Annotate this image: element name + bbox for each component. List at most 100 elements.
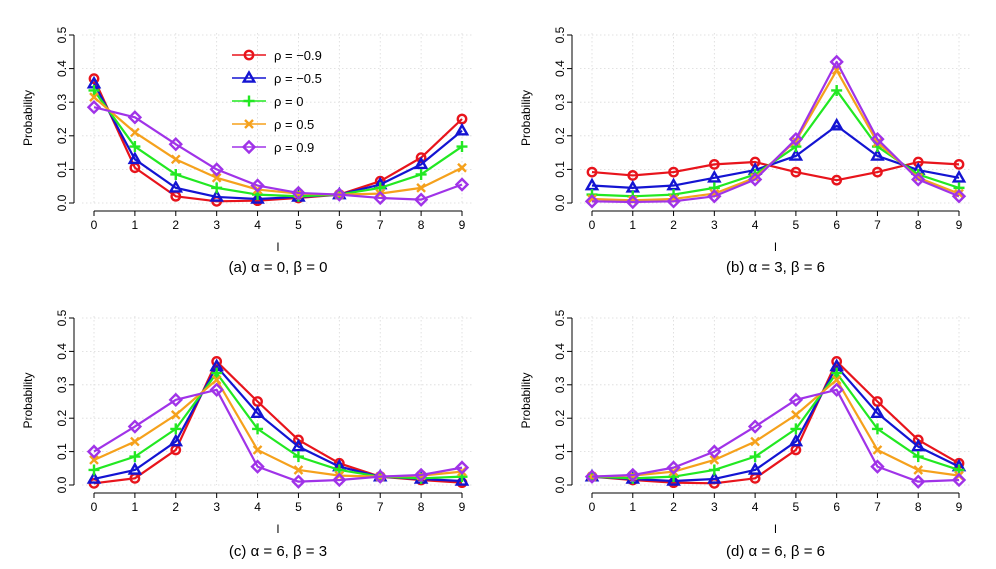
- x-tick-label: 8: [418, 218, 425, 232]
- data-point: [831, 374, 842, 385]
- data-point: [252, 445, 263, 455]
- data-point: [373, 190, 388, 206]
- data-point: [130, 127, 140, 138]
- series-line: [93, 96, 463, 196]
- data-point: [250, 405, 265, 418]
- data-point: [747, 419, 763, 434]
- x-tick-label: 5: [295, 500, 302, 514]
- y-tick-label: 0.3: [553, 376, 567, 393]
- y-tick-label: 0.5: [55, 309, 69, 326]
- series-1: [88, 356, 468, 489]
- data-point: [831, 367, 843, 379]
- data-point: [666, 460, 681, 475]
- series-line: [93, 89, 463, 198]
- series-line: [591, 89, 960, 198]
- data-point: [584, 177, 600, 191]
- data-point: [790, 423, 802, 435]
- legend-marker: [241, 70, 257, 83]
- chart-caption: (d) α = 6, β = 6: [726, 543, 825, 560]
- data-point: [788, 433, 804, 447]
- x-tick-label: 5: [793, 218, 800, 232]
- y-tick-label: 0.2: [553, 410, 567, 427]
- legend-label: ρ = −0.9: [274, 48, 322, 63]
- data-point: [416, 183, 426, 193]
- data-point: [910, 438, 926, 452]
- data-point: [454, 473, 470, 486]
- data-point: [211, 374, 222, 385]
- data-point: [831, 84, 843, 96]
- data-point: [89, 92, 99, 103]
- data-point: [86, 100, 102, 115]
- x-tick-label: 9: [459, 218, 466, 232]
- y-axis-label: Probability: [519, 372, 533, 428]
- data-point: [86, 444, 102, 459]
- data-point: [373, 469, 388, 484]
- data-point: [127, 462, 143, 475]
- series-line: [591, 388, 960, 483]
- data-point: [870, 131, 885, 147]
- x-tick-label: 4: [254, 218, 261, 232]
- data-point: [951, 472, 967, 488]
- y-tick-label: 0.2: [55, 410, 69, 427]
- y-tick-label: 0.3: [553, 94, 567, 111]
- series-3: [586, 84, 965, 202]
- data-point: [791, 410, 801, 420]
- x-axis-label: l: [774, 240, 777, 254]
- data-point: [129, 141, 141, 153]
- series-3: [88, 84, 468, 202]
- data-point: [454, 460, 470, 475]
- legend-label: ρ = −0.5: [274, 71, 322, 86]
- data-point: [293, 465, 304, 475]
- series-2: [584, 358, 967, 486]
- data-point: [829, 117, 844, 131]
- series-line: [93, 78, 463, 203]
- x-tick-label: 2: [172, 218, 179, 232]
- series-5: [584, 382, 967, 489]
- y-tick-label: 0.5: [553, 309, 567, 326]
- data-point: [211, 367, 223, 379]
- y-axis-label: Probability: [21, 90, 35, 146]
- x-tick-label: 0: [589, 218, 596, 232]
- data-point: [168, 179, 184, 193]
- legend-marker: [244, 119, 254, 129]
- data-point: [913, 465, 924, 475]
- series-line: [93, 378, 463, 478]
- data-point: [170, 168, 182, 180]
- data-point: [666, 194, 681, 209]
- x-tick-label: 4: [752, 500, 759, 514]
- data-point: [707, 189, 722, 204]
- y-tick-label: 0.5: [553, 26, 567, 43]
- x-tick-label: 1: [629, 218, 636, 232]
- data-point: [127, 419, 143, 434]
- x-tick-label: 9: [459, 500, 466, 514]
- x-tick-label: 3: [711, 500, 718, 514]
- series-5: [86, 100, 470, 207]
- x-tick-label: 6: [833, 218, 840, 232]
- series-2: [584, 117, 967, 193]
- data-point: [912, 451, 924, 463]
- data-point: [790, 166, 802, 178]
- x-tick-label: 7: [377, 500, 384, 514]
- chart-caption: (b) α = 3, β = 6: [726, 259, 825, 276]
- series-1: [586, 356, 965, 489]
- y-tick-label: 0.2: [55, 127, 69, 144]
- data-point: [170, 154, 181, 165]
- series-1: [586, 156, 965, 186]
- data-point: [457, 162, 467, 173]
- y-tick-label: 0.2: [553, 127, 567, 144]
- data-point: [668, 166, 679, 178]
- data-point: [788, 131, 804, 147]
- data-point: [209, 382, 224, 398]
- data-point: [708, 464, 720, 476]
- data-point: [707, 444, 722, 459]
- y-tick-label: 0.1: [553, 161, 567, 178]
- series-3: [586, 367, 965, 484]
- data-point: [211, 182, 223, 194]
- x-tick-label: 6: [336, 500, 343, 514]
- data-point: [250, 191, 265, 204]
- data-point: [747, 172, 763, 187]
- data-point: [790, 141, 802, 153]
- data-point: [953, 158, 965, 170]
- x-tick-label: 0: [91, 218, 98, 232]
- data-point: [415, 168, 427, 180]
